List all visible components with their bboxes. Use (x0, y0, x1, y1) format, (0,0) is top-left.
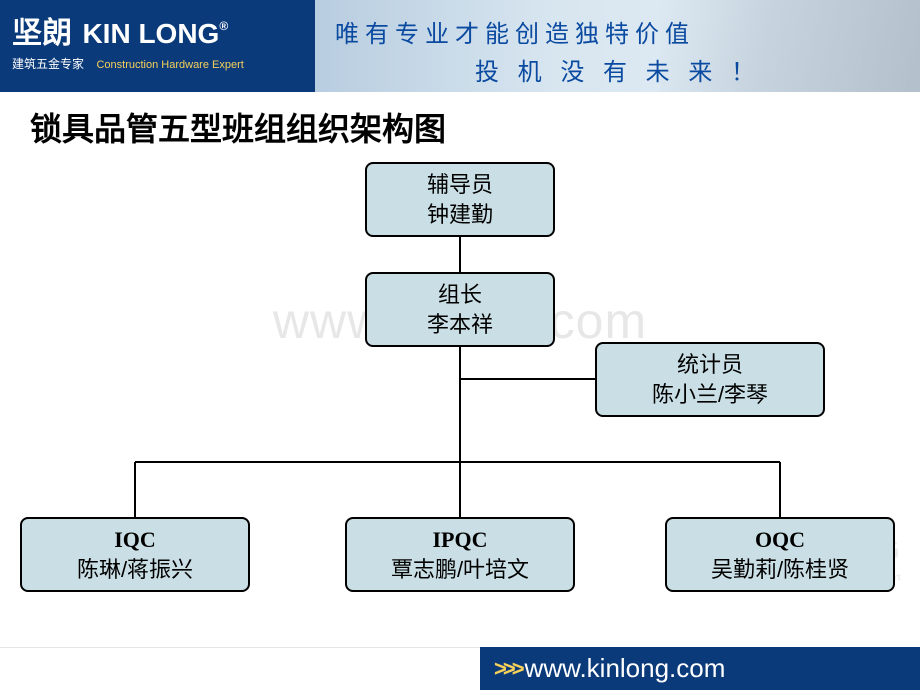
header-brand-block: 坚朗 KIN LONG® 建筑五金专家 Construction Hardwar… (0, 0, 315, 92)
slogan-line-2: 投 机 没 有 未 来 ！ (475, 52, 761, 87)
brand-en: KIN LONG® (82, 20, 228, 48)
page-title: 锁具品管五型班组组织架构图 (30, 104, 446, 150)
org-node-stats: 统计员陈小兰/李琴 (595, 342, 825, 417)
org-node-leader: 组长李本祥 (365, 272, 555, 347)
brand-sub-en: Construction Hardware Expert (96, 59, 243, 71)
org-node-counselor: 辅导员钟建勤 (365, 162, 555, 237)
brand-sub-cn: 建筑五金专家 (12, 55, 84, 72)
footer: >>> www.kinlong.com (0, 647, 920, 690)
org-node-iqc: IQC陈琳/蒋振兴 (20, 517, 250, 592)
header: 坚朗 KIN LONG® 建筑五金专家 Construction Hardwar… (0, 0, 920, 92)
brand-cn: 坚朗 (12, 19, 72, 49)
header-slogan-block: 唯有专业才能创造独特价值 投 机 没 有 未 来 ！ (315, 0, 920, 92)
footer-url: www.kinlong.com (525, 653, 726, 684)
org-node-oqc: OQC吴勤莉/陈桂贤 (665, 517, 895, 592)
footer-url-block: >>> www.kinlong.com (480, 647, 920, 690)
footer-arrows: >>> (494, 656, 521, 682)
slogan-line-1: 唯有专业才能创造独特价值 (335, 14, 695, 49)
org-node-ipqc: IPQC覃志鹏/叶培文 (345, 517, 575, 592)
footer-spacer (0, 647, 480, 690)
content-area: 锁具品管五型班组组织架构图 www.bdocx.com 坚朗 KIN LONG … (0, 92, 920, 647)
